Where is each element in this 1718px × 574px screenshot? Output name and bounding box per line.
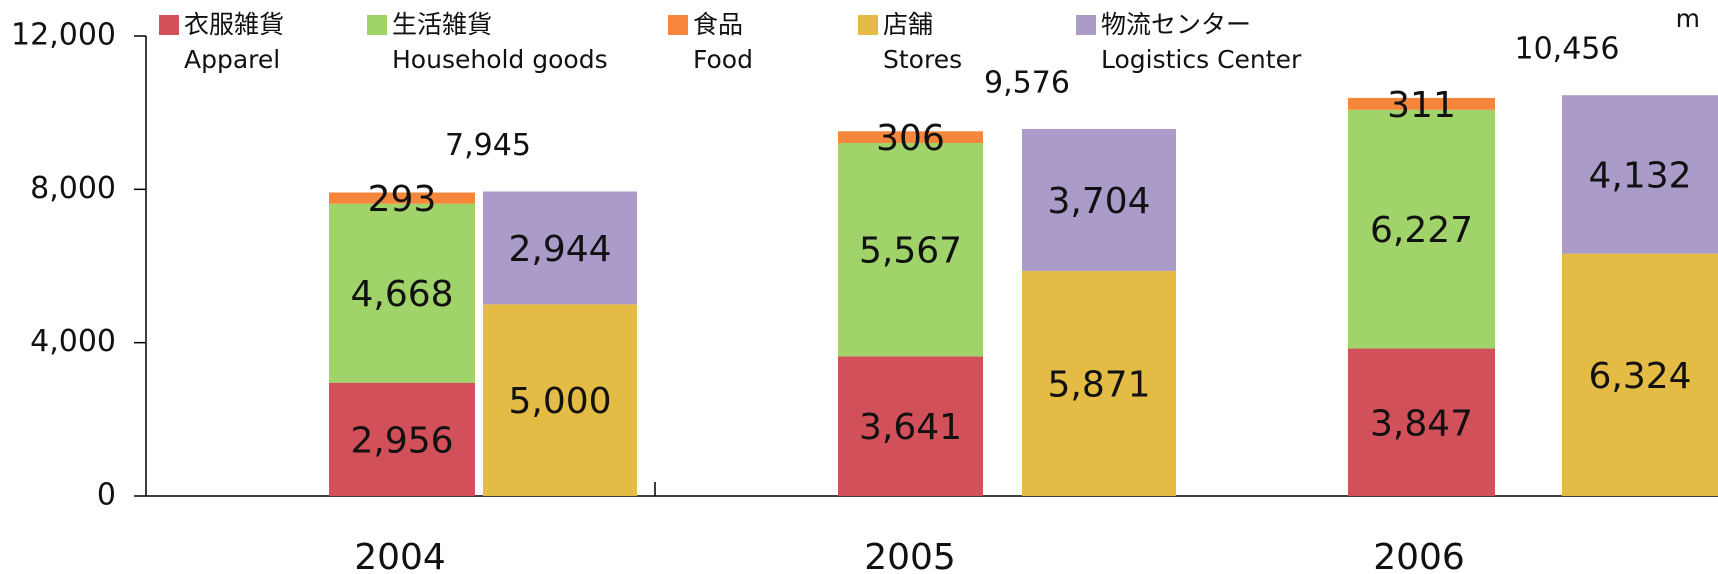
legend-label: 生活雑貨 — [392, 10, 492, 39]
bar-segment — [838, 356, 983, 496]
data-label: 293 — [368, 179, 437, 220]
legend-swatch — [159, 15, 179, 35]
bar-segment — [1348, 109, 1495, 349]
y-tick-label: 0 — [97, 478, 116, 513]
data-label: 3,847 — [1370, 403, 1473, 444]
data-label: 5,000 — [508, 381, 611, 422]
bar-segment — [483, 304, 637, 496]
bar-segment — [1022, 128, 1176, 271]
x-tick-label: 2004 — [354, 537, 446, 574]
legend-label-en: Apparel — [184, 45, 280, 74]
data-label: 2,956 — [350, 420, 453, 461]
data-label: 3,641 — [859, 407, 962, 448]
total-label: 9,576 — [984, 65, 1070, 100]
data-label: 4,132 — [1588, 155, 1691, 196]
legend-swatch — [668, 15, 688, 35]
bar-segment — [838, 143, 983, 357]
legend-label: 物流センター — [1101, 10, 1251, 39]
unit-label: m — [1676, 4, 1700, 33]
legend-swatch — [367, 15, 387, 35]
x-tick-label: 2005 — [864, 537, 956, 574]
bar-segment — [329, 203, 475, 383]
bar-segment — [1562, 95, 1718, 254]
y-tick-label: 4,000 — [30, 324, 116, 359]
y-tick-label: 8,000 — [30, 171, 116, 206]
bar-segment — [838, 131, 983, 144]
legend-label: 衣服雑貨 — [184, 10, 284, 39]
bar-segment — [1022, 270, 1176, 496]
data-label: 5,567 — [859, 231, 962, 272]
bar-segment — [483, 191, 637, 305]
data-label: 5,871 — [1047, 364, 1150, 405]
bar-segment — [1348, 97, 1495, 110]
bar-segment — [1348, 348, 1495, 496]
total-label: 7,945 — [445, 128, 531, 163]
legend-swatch — [858, 15, 878, 35]
legend-label-en: Logistics Center — [1101, 45, 1302, 74]
data-label: 4,668 — [350, 274, 453, 315]
data-label: 6,227 — [1370, 210, 1473, 251]
bar-segment — [329, 192, 475, 204]
legend-label: 食品 — [693, 10, 743, 39]
legend-label-en: Food — [693, 45, 753, 74]
legend-label: 店舗 — [883, 10, 933, 39]
legend-label-en: Stores — [883, 45, 962, 74]
bar-segment — [1562, 253, 1718, 496]
data-label: 2,944 — [508, 229, 611, 270]
y-tick-label: 12,000 — [11, 18, 116, 53]
data-label: 6,324 — [1588, 356, 1691, 397]
bar-segment — [329, 382, 475, 496]
data-label: 306 — [876, 118, 945, 159]
total-label: 10,456 — [1515, 32, 1620, 67]
x-tick-label: 2006 — [1373, 537, 1465, 574]
data-label: 311 — [1387, 85, 1456, 126]
legend-label-en: Household goods — [392, 45, 608, 74]
legend-swatch — [1076, 15, 1096, 35]
data-label: 3,704 — [1047, 181, 1150, 222]
